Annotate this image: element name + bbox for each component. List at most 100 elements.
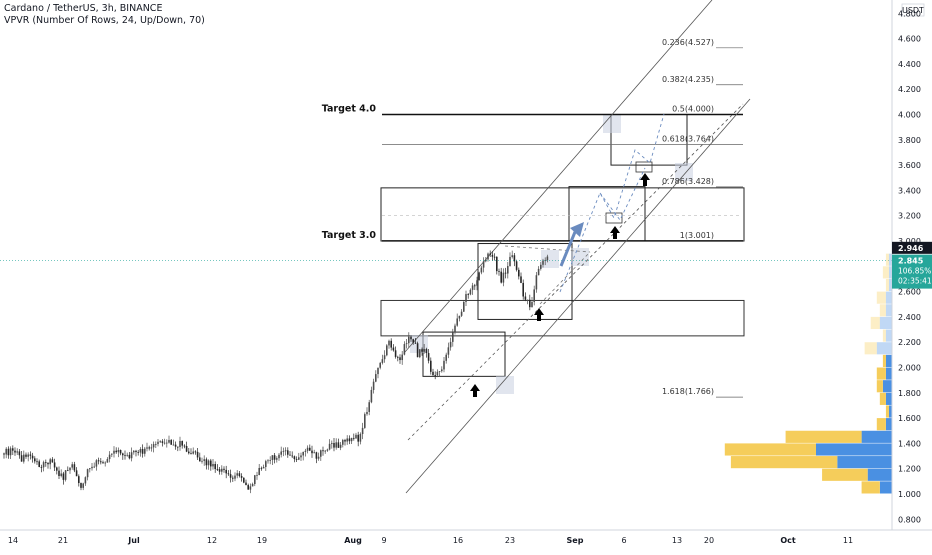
current-price-countdown: 02:35:41 [898,277,932,286]
candle-body [183,445,186,447]
candle-body [355,434,357,439]
candle-body [177,446,179,448]
candle-body [262,466,265,469]
candle-body [493,256,496,258]
candle-body [509,256,511,267]
candle-body [482,261,485,268]
candle-body [295,459,298,460]
handle-square[interactable] [603,115,621,133]
candle-body [243,477,245,483]
candle-body [291,455,293,457]
candle-body [348,438,351,442]
candle-body [181,440,183,446]
candle-body [443,360,445,370]
candle-body [232,477,234,479]
vp-bar-up [876,291,886,304]
candle-body [227,473,230,475]
candle-body [410,336,412,340]
candle-body [141,449,144,454]
candle-body [427,353,430,361]
handle-square[interactable] [410,335,428,353]
candle-body [86,469,89,478]
y-tick-label: 4.800 [898,9,921,18]
vp-bar-up [870,316,880,330]
unit-box[interactable] [901,3,925,17]
candle-body [544,260,546,261]
triangle-bottom-line [539,251,591,305]
candle-body [535,275,538,290]
price-axis-unit: USDT [902,6,924,15]
vp-bar-up [882,354,886,367]
vp-bar-down [888,278,892,292]
candle-body [20,455,23,462]
candle-body [133,450,135,453]
candle-body [25,454,27,457]
candle-body [317,456,320,459]
small-target-box [605,212,623,224]
y-tick-label: 2.000 [898,364,921,373]
candle-body [53,462,56,468]
candle-body [326,449,329,451]
candle-body [388,340,390,346]
candle-body [45,462,47,463]
candle-body [12,448,14,451]
candle-body [126,454,128,456]
candle-body [130,452,133,459]
candle-body [476,280,478,286]
x-tick-label: 16 [453,536,463,545]
handle-square[interactable] [496,376,514,394]
x-tick-label: 14 [8,536,18,545]
candle-body [229,474,232,478]
candle-body [194,451,197,453]
candle-body [170,440,172,445]
candle-body [113,450,115,454]
target-label: Target 3.0 [322,230,377,241]
candle-body [273,455,276,460]
fib-label: 0.786(3.428) [662,177,714,186]
candle-body [148,447,150,449]
candle-body [344,440,346,442]
vp-bar-down [885,354,892,367]
candle-body [117,450,120,453]
y-tick-label: 4.600 [898,35,921,44]
candle-body [361,427,364,435]
y-tick-label: 4.400 [898,60,921,69]
candle-body [346,438,348,442]
candle-body [269,460,271,461]
indicator-title: VPVR (Number Of Rows, 24, Up/Down, 70) [4,15,205,26]
small-target-box [635,161,653,173]
candle-body [29,454,32,456]
candle-body [480,267,483,273]
candle-body [205,459,208,466]
candle-body [190,453,192,455]
candle-body [507,266,509,274]
box-consolidation-1 [422,331,506,377]
candle-body [196,451,199,458]
y-tick-label: 1.200 [898,465,921,474]
marker-price-badge [892,241,932,254]
candle-body [445,354,447,361]
candle-body [328,443,331,450]
zone-lower [380,299,745,337]
candle-body [236,473,238,476]
candle-body [467,294,469,295]
up-arrow-icon [640,173,650,186]
candle-body [51,459,54,463]
candle-body [212,464,214,467]
candle-body [441,369,443,372]
candle-body [104,462,106,464]
candle-body [449,341,452,348]
candle-body [7,448,10,456]
candle-body [166,442,168,444]
candle-body [144,448,146,454]
y-tick-label: 0.800 [898,515,921,524]
candle-body [199,457,201,462]
candle-body [416,343,419,358]
vp-bar-up [861,481,880,494]
vp-bar-down [885,367,892,380]
handle-square[interactable] [541,250,559,268]
fib-label: 1.618(1.766) [662,387,714,396]
current-price-badge [892,254,932,289]
